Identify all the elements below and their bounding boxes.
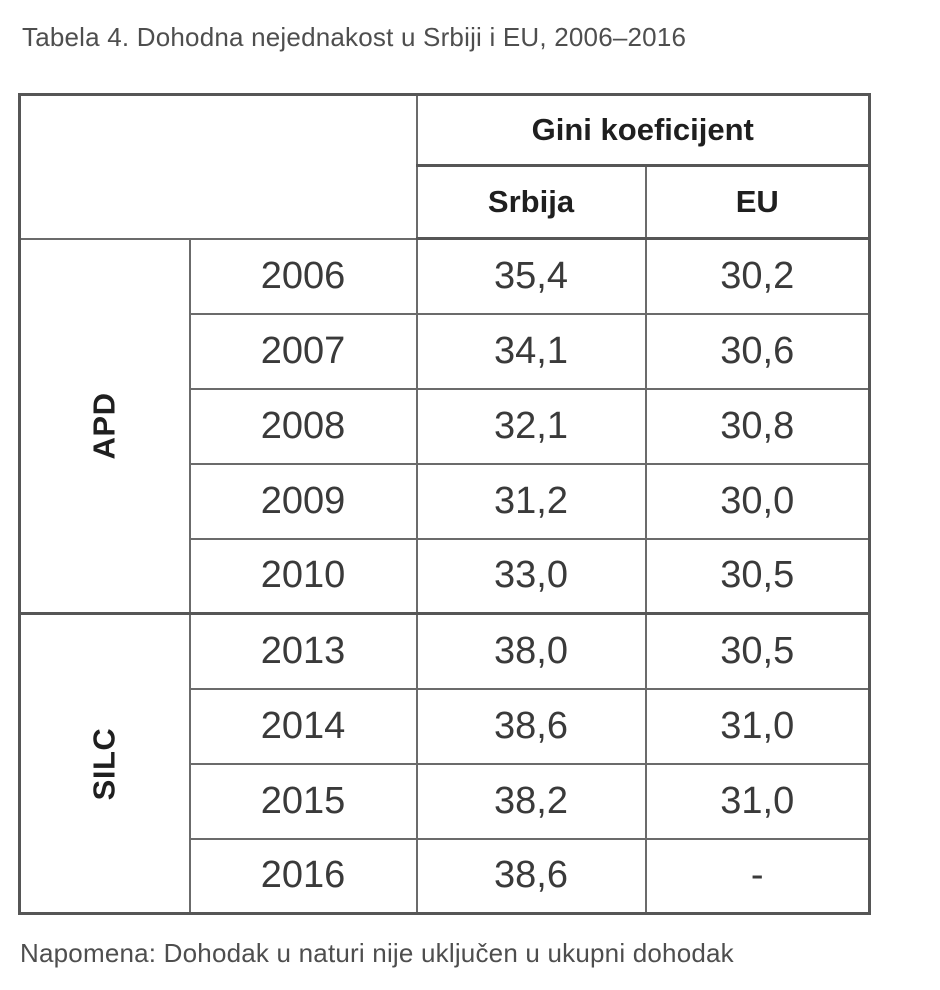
eu-value-cell: 31,0	[644, 762, 871, 840]
srbija-value-cell: 38,6	[415, 687, 647, 765]
eu-value-cell: 30,6	[644, 312, 871, 390]
corner-cell	[18, 93, 418, 240]
year-cell: 2010	[188, 537, 418, 615]
year-cell: 2009	[188, 462, 418, 540]
table-footnote: Napomena: Dohodak u naturi nije uključen…	[20, 938, 734, 968]
eu-value-cell: 30,0	[644, 462, 871, 540]
srbija-value-cell: 33,0	[415, 537, 647, 615]
eu-value-cell: -	[644, 837, 871, 915]
eu-value-cell: 31,0	[644, 687, 871, 765]
year-cell: 2007	[188, 312, 418, 390]
eu-value-cell: 30,8	[644, 387, 871, 465]
year-cell: 2014	[188, 687, 418, 765]
gini-table: Gini koeficijent Srbija EU APD 2006 35,4…	[18, 93, 871, 915]
srbija-value-cell: 32,1	[415, 387, 647, 465]
group-label-apd: APD	[18, 237, 191, 615]
srbija-column-header: Srbija	[415, 164, 647, 240]
group-label-apd-text: APD	[86, 392, 122, 460]
year-cell: 2006	[188, 237, 418, 315]
year-cell: 2013	[188, 612, 418, 690]
page-title: Tabela 4. Dohodna nejednakost u Srbiji i…	[22, 22, 687, 52]
srbija-value-cell: 38,6	[415, 837, 647, 915]
srbija-value-cell: 35,4	[415, 237, 647, 315]
srbija-value-cell: 38,0	[415, 612, 647, 690]
eu-value-cell: 30,5	[644, 537, 871, 615]
gini-group-header-cell: Gini koeficijent	[415, 93, 871, 167]
eu-column-header: EU	[644, 164, 871, 240]
srbija-value-cell: 34,1	[415, 312, 647, 390]
year-cell: 2015	[188, 762, 418, 840]
eu-value-cell: 30,2	[644, 237, 871, 315]
srbija-value-cell: 31,2	[415, 462, 647, 540]
srbija-value-cell: 38,2	[415, 762, 647, 840]
year-cell: 2016	[188, 837, 418, 915]
year-cell: 2008	[188, 387, 418, 465]
group-label-silc-text: SILC	[86, 727, 122, 800]
eu-value-cell: 30,5	[644, 612, 871, 690]
group-label-silc: SILC	[18, 612, 191, 915]
